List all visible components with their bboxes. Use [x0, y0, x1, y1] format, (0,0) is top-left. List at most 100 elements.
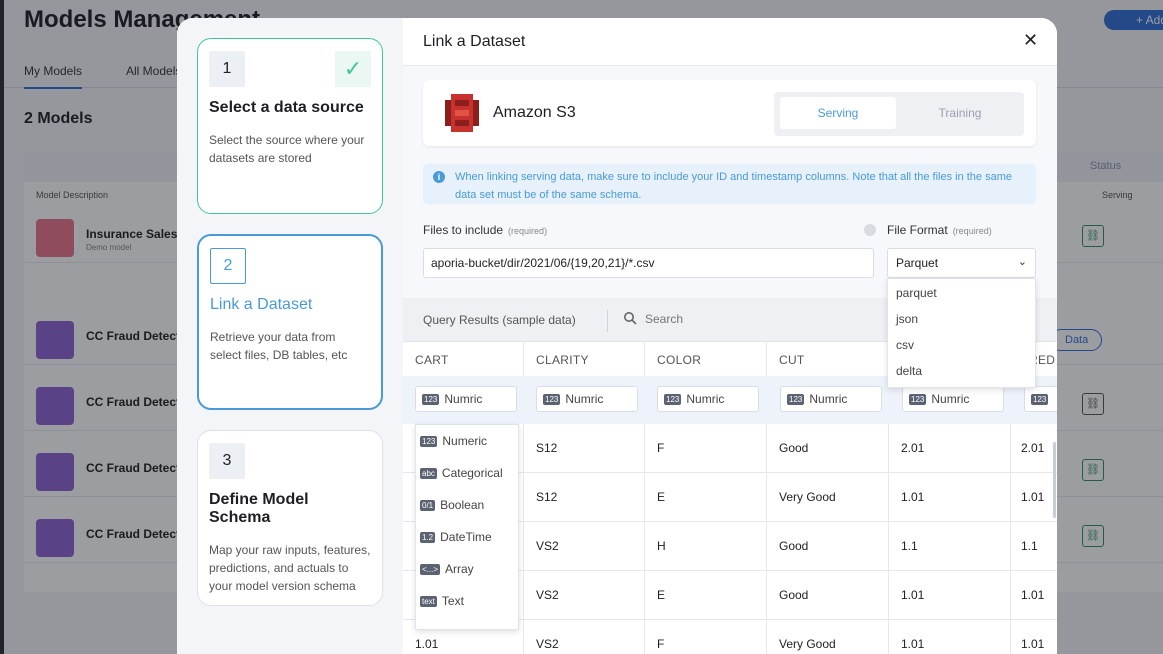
table-cell: 1.01 [1011, 473, 1057, 522]
dialog-title: Link a Dataset [423, 33, 526, 50]
column-type-row: 123 Numric 123 Numric 123 Numric 123 Numric … [403, 376, 1057, 424]
model-name: CC Fraud Detect [86, 395, 181, 409]
table-cell: Good [767, 522, 889, 571]
table-cell: 2.01 [889, 424, 1011, 473]
column-type-select[interactable]: 123 Numric [536, 386, 638, 412]
file-format-label-text: File Format [887, 223, 948, 237]
tab-my-models[interactable]: My Models [24, 64, 83, 89]
type-option-label: Categorical [441, 466, 503, 480]
numeric-type-icon: 123 [909, 394, 927, 405]
numeric-type-icon: 123 [422, 394, 440, 405]
step-title: Define Model Schema [209, 491, 309, 526]
app-sidebar-edge [0, 0, 4, 654]
wizard-steps: 1 ✓ Select a data source Select the sour… [177, 18, 403, 654]
cube-icon [36, 519, 74, 557]
model-name: Insurance Sales [86, 227, 178, 241]
amazon-s3-logo-icon [445, 94, 479, 132]
table-cell: VS2 [524, 571, 645, 620]
tab-serving[interactable]: Serving [780, 97, 896, 129]
info-text: When linking serving data, make sure to … [455, 171, 1012, 201]
column-type-select[interactable]: 123 Numric [780, 386, 882, 412]
type-option-categorical[interactable]: abc Categorical [416, 457, 518, 489]
type-option-label: DateTime [440, 530, 492, 544]
link-icon[interactable]: ⛓ [1082, 459, 1104, 481]
format-option-csv[interactable]: csv [896, 338, 914, 352]
data-source-card: Amazon S3 Serving Training [423, 80, 1036, 146]
files-required: (required) [508, 226, 548, 236]
type-option-numeric[interactable]: 123 Numeric [416, 425, 518, 457]
model-name: CC Fraud Detect [86, 461, 181, 475]
table-cell: VS2 [524, 522, 645, 571]
dialog-header: Link a Dataset ✕ [403, 18, 1057, 66]
file-format-radio[interactable] [864, 224, 876, 236]
table-cell: 1.1 [889, 522, 1011, 571]
close-icon[interactable]: ✕ [1023, 30, 1039, 50]
link-icon[interactable]: ⛓ [1082, 393, 1104, 415]
file-format-select[interactable]: Parquet ⌄ [887, 248, 1036, 278]
column-header: COLOR [645, 342, 767, 376]
model-avatar-icon [36, 219, 74, 257]
numeric-type-icon: 123 [543, 394, 561, 405]
file-format-value: Parquet [896, 256, 939, 270]
boolean-type-icon: 0/1 [420, 500, 436, 511]
file-format-label: File Format (required) [887, 223, 992, 237]
cube-icon [36, 453, 74, 491]
step-title: Link a Dataset [210, 296, 313, 313]
vertical-scrollbar[interactable] [1053, 442, 1056, 518]
table-cell: 1.01 [403, 620, 524, 654]
format-option-parquet[interactable]: parquet [896, 286, 937, 300]
type-option-datetime[interactable]: 1.2 DateTime [416, 521, 518, 553]
files-label: Files to include (required) [423, 223, 547, 237]
column-type-select[interactable]: 123 [1024, 386, 1057, 412]
type-option-text[interactable]: text Text [416, 585, 518, 617]
table-cell: Good [767, 571, 889, 620]
type-option-label: Array [445, 562, 474, 576]
link-icon[interactable]: ⛓ [1082, 525, 1104, 547]
tab-training[interactable]: Training [938, 106, 982, 120]
column-status: Status [1090, 160, 1122, 172]
step-title: Select a data source [209, 99, 364, 116]
tab-all-models[interactable]: All Models [126, 64, 182, 78]
column-header: CART [403, 342, 524, 376]
table-cell: F [645, 424, 767, 473]
table-cell: Very Good [767, 473, 889, 522]
categorical-type-icon: abc [420, 468, 437, 479]
files-input[interactable]: aporia-bucket/dir/2021/06/{19,20,21}/*.c… [423, 248, 874, 278]
type-option-boolean[interactable]: 0/1 Boolean [416, 489, 518, 521]
step-description: Retrieve your data from select files, DB… [210, 330, 348, 362]
column-type-select[interactable]: 123 Numric [657, 386, 759, 412]
table-cell: E [645, 473, 767, 522]
step-number: 3 [209, 443, 245, 479]
text-type-icon: text [420, 596, 437, 607]
model-name: CC Fraud Detect [86, 527, 181, 541]
add-model-button[interactable]: + Add [1104, 10, 1163, 30]
step-link-dataset[interactable]: 2 Link a Dataset Retrieve your data from… [197, 234, 383, 410]
file-format-required: (required) [952, 226, 992, 236]
table-cell: E [645, 571, 767, 620]
numeric-type-icon: 123 [664, 394, 682, 405]
column-type-select[interactable]: 123 Numric [902, 386, 1004, 412]
files-label-text: Files to include [423, 223, 504, 237]
column-type-select[interactable]: 123 Numric [415, 386, 517, 412]
format-option-json[interactable]: json [896, 312, 919, 326]
search-input[interactable] [645, 312, 825, 326]
table-cell: 2.01 [1011, 424, 1057, 473]
info-icon: i [433, 171, 445, 183]
model-tag: Demo model [86, 243, 132, 252]
cube-icon [36, 321, 74, 359]
table-cell: 1.01 [889, 620, 1011, 654]
column-type-menu: 123 Numeric abc Categorical 0/1 Boolean 1.2… [415, 424, 519, 630]
link-icon[interactable]: ⛓ [1082, 225, 1104, 247]
table-cell: H [645, 522, 767, 571]
column-header: CLARITY [524, 342, 645, 376]
table-cell: S12 [524, 473, 645, 522]
numeric-type-icon: 123 [787, 394, 805, 405]
step-define-model-schema[interactable]: 3 Define Model Schema Map your raw input… [197, 430, 383, 606]
chevron-down-icon: ⌄ [1017, 256, 1027, 268]
step-number: 1 [209, 51, 245, 87]
step-select-data-source[interactable]: 1 ✓ Select a data source Select the sour… [197, 38, 383, 214]
format-option-delta[interactable]: delta [896, 364, 923, 378]
type-option-array[interactable]: <...> Array [416, 553, 518, 585]
model-name: CC Fraud Detect [86, 329, 181, 343]
step-description: Map your raw inputs, features, predictio… [209, 543, 371, 593]
